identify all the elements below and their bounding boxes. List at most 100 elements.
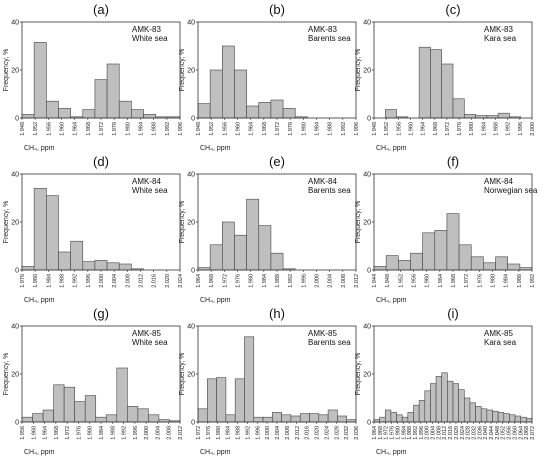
- x-tick-label: 2.008: [167, 426, 173, 440]
- x-tick-label: 2.048: [495, 426, 501, 440]
- x-tick-label: 1.992: [341, 122, 347, 136]
- histogram-bar: [384, 109, 397, 119]
- histogram-bar: [281, 414, 292, 423]
- histogram-bar: [270, 252, 284, 271]
- x-tick-label: 1.976: [457, 122, 463, 136]
- histogram-bar: [507, 263, 521, 271]
- x-tick-label: 1.988: [152, 122, 158, 136]
- x-tick-label: 1.948: [196, 122, 202, 136]
- x-tick-label: 2.004: [275, 426, 281, 440]
- histogram-bar: [82, 109, 96, 119]
- histogram-bar: [401, 416, 409, 423]
- y-tick-label: 20: [11, 68, 19, 75]
- x-tick-label: 1.996: [518, 122, 524, 136]
- x-tick-label: 1.992: [122, 426, 128, 440]
- histogram-bar: [209, 69, 223, 119]
- x-tick-label: 2.004: [328, 274, 334, 288]
- panel-letter: (a): [93, 2, 109, 17]
- histogram-bar: [452, 98, 465, 119]
- panel-letter: (f): [447, 154, 459, 169]
- x-tick-label: 2.024: [324, 426, 330, 440]
- y-tick-label: 40: [363, 20, 371, 27]
- histogram-bar: [74, 401, 86, 423]
- x-tick-label: 2.020: [165, 274, 171, 288]
- y-tick-label: 0: [15, 420, 19, 427]
- x-tick-label: 1.980: [33, 274, 39, 288]
- x-tick-label: 1.992: [288, 274, 294, 288]
- histogram-bar: [270, 99, 284, 119]
- y-tick-label: 40: [187, 20, 195, 27]
- x-tick-label: 1.964: [73, 122, 79, 136]
- x-tick-label: 1.952: [384, 122, 390, 136]
- x-tick-label: 1.984: [262, 274, 268, 288]
- y-tick-label: 0: [367, 268, 371, 275]
- panel-annotation: AMK-84: [484, 177, 513, 186]
- histogram-bar: [424, 390, 431, 423]
- histogram-bar: [21, 416, 33, 423]
- x-tick-label: 1.984: [401, 426, 407, 440]
- x-tick-label: 1.964: [249, 122, 255, 136]
- x-tick-label: 2.024: [460, 426, 466, 440]
- panel-letter: (d): [93, 154, 109, 169]
- y-tick-label: 0: [191, 268, 195, 275]
- y-tick-label: 40: [187, 172, 195, 179]
- x-tick-label: 1.996: [301, 274, 307, 288]
- x-tick-label: 1.956: [46, 122, 52, 136]
- panel-letter: (c): [445, 2, 460, 17]
- histogram-bar: [222, 221, 235, 271]
- x-tick-label: 1.980: [395, 426, 401, 440]
- histogram-bar: [458, 389, 465, 423]
- y-tick-label: 20: [11, 372, 19, 379]
- y-axis-label: Frequency, %: [3, 201, 10, 244]
- panel-annotation: AMK-85: [132, 329, 161, 338]
- histogram-bar: [435, 376, 443, 423]
- x-tick-label: 2.016: [448, 426, 454, 440]
- histogram-bar: [290, 415, 301, 423]
- histogram-panel-4: (d) 0 20 40 Frequency, % 1.976 1.980 1.984 1.988…: [3, 154, 184, 304]
- histogram-bar: [222, 45, 235, 119]
- histogram-panel-6: (f) 0 20 40 Frequency, % 1.944 1.948 1.952 1.956…: [355, 154, 538, 304]
- histogram-bar: [422, 232, 436, 271]
- x-tick-label: 1.972: [384, 426, 390, 440]
- histogram-bar: [418, 46, 431, 119]
- x-tick-label: 2.036: [477, 426, 483, 440]
- x-tick-label: 1.952: [398, 274, 404, 288]
- x-tick-label: 1.968: [451, 274, 457, 288]
- histogram-bar: [430, 49, 443, 119]
- x-tick-label: 1.976: [288, 122, 294, 136]
- x-tick-label: 1.996: [178, 122, 184, 136]
- histogram-bar: [463, 114, 476, 119]
- x-tick-label: 1.988: [407, 426, 413, 440]
- x-tick-label: 1.992: [165, 122, 171, 136]
- panel-annotation: Kara sea: [484, 338, 517, 347]
- histogram-bar: [430, 383, 437, 423]
- histogram-bar: [398, 260, 411, 271]
- x-tick-label: 1.956: [396, 122, 402, 136]
- x-tick-label: 1.972: [196, 426, 202, 440]
- histogram-bar: [497, 412, 505, 423]
- x-tick-label: 1.972: [445, 122, 451, 136]
- histogram-bar: [106, 262, 120, 271]
- x-tick-label: 2.000: [99, 274, 105, 288]
- histogram-bar: [384, 409, 392, 423]
- histogram-panel-9: (i) 0 20 40 Frequency, % 1.964 1.968 1.972 1.976…: [355, 306, 536, 456]
- panel-annotation: AMK-83: [132, 25, 161, 34]
- x-tick-label: 1.976: [76, 426, 82, 440]
- x-tick-label: 1.976: [206, 426, 212, 440]
- x-tick-label: 1.956: [222, 122, 228, 136]
- x-tick-label: 1.960: [236, 122, 242, 136]
- x-tick-label: 1.968: [54, 426, 60, 440]
- panel-annotation: White sea: [132, 34, 168, 43]
- histogram-bar: [21, 114, 35, 119]
- x-tick-label: 1.988: [60, 274, 66, 288]
- histogram-bar: [475, 406, 482, 423]
- x-tick-label: 1.996: [354, 122, 360, 136]
- x-tick-label: 2.056: [507, 426, 513, 440]
- panel-annotation: AMK-83: [308, 25, 337, 34]
- histogram-bar: [94, 260, 108, 271]
- x-tick-label: 2.004: [155, 426, 161, 440]
- x-tick-label: 1.996: [86, 274, 92, 288]
- histogram-bar: [470, 256, 484, 271]
- histogram-bar: [514, 415, 522, 423]
